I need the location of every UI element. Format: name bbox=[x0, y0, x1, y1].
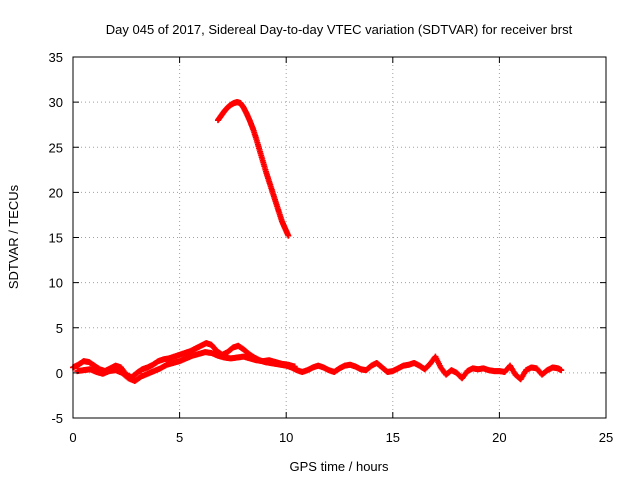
x-tick-label: 10 bbox=[279, 430, 293, 445]
tick-labels: 0 5 10 15 20 25 -5 0 5 10 15 20 25 30 35 bbox=[49, 50, 614, 445]
data-point bbox=[285, 232, 292, 239]
x-tick-label: 15 bbox=[386, 430, 400, 445]
y-tick-label: 10 bbox=[49, 276, 63, 291]
y-axis-label: SDTVAR / TECUs bbox=[6, 184, 21, 289]
y-tick-label: 20 bbox=[49, 185, 63, 200]
y-tick-label: 35 bbox=[49, 50, 63, 65]
y-tick-label: 15 bbox=[49, 231, 63, 246]
data-points bbox=[70, 99, 565, 384]
y-tick-label: 0 bbox=[56, 366, 63, 381]
data-point bbox=[291, 363, 298, 370]
data-point bbox=[558, 367, 565, 374]
x-tick-label: 25 bbox=[599, 430, 613, 445]
chart-title: Day 045 of 2017, Sidereal Day-to-day VTE… bbox=[106, 22, 573, 37]
axis-ticks bbox=[72, 56, 607, 419]
series-low-level-arcs-secondary bbox=[74, 349, 298, 384]
y-tick-label: 25 bbox=[49, 140, 63, 155]
series-high-satellite-arc bbox=[214, 99, 292, 239]
x-axis-label: GPS time / hours bbox=[290, 459, 389, 474]
x-tick-label: 20 bbox=[492, 430, 506, 445]
x-tick-label: 5 bbox=[176, 430, 183, 445]
y-tick-label: -5 bbox=[51, 411, 63, 426]
y-tick-label: 30 bbox=[49, 95, 63, 110]
x-tick-label: 0 bbox=[69, 430, 76, 445]
y-tick-label: 5 bbox=[56, 321, 63, 336]
